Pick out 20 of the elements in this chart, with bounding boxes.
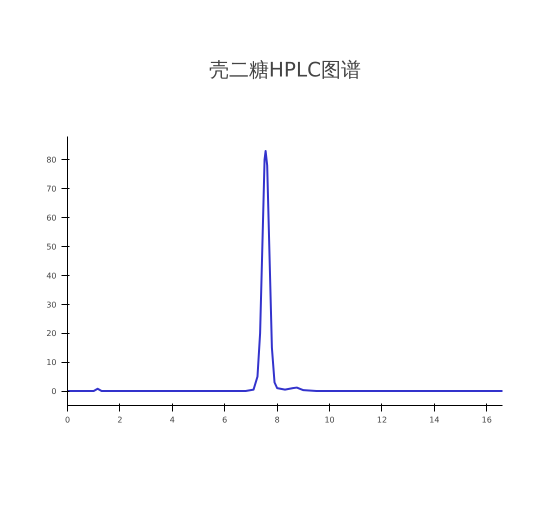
- chart-title: 壳二糖HPLC图谱: [208, 58, 362, 82]
- y-tick-label: 70: [46, 184, 57, 194]
- y-tick-label: 20: [46, 329, 57, 338]
- x-tick-label: 2: [117, 416, 122, 424]
- x-tick-label: 6: [222, 416, 228, 424]
- x-tick-label: 0: [64, 416, 70, 424]
- line-series: [68, 150, 502, 392]
- y-tick-label: 50: [46, 242, 57, 252]
- x-tick-label: 4: [170, 416, 175, 424]
- y-tick-label: 30: [46, 300, 57, 310]
- y-tick-label: 10: [46, 358, 57, 368]
- x-tick-label: 10: [324, 416, 335, 424]
- y-tick-label: 80: [46, 156, 57, 165]
- x-tick-label: 12: [376, 416, 388, 424]
- y-tick-label: 0: [51, 387, 57, 396]
- x-tick-label: 14: [429, 416, 440, 424]
- y-tick-label: 60: [46, 213, 57, 222]
- x-tick-label: 8: [274, 416, 280, 424]
- x-tick-label: 16: [482, 416, 492, 424]
- y-tick-label: 40: [46, 271, 57, 280]
